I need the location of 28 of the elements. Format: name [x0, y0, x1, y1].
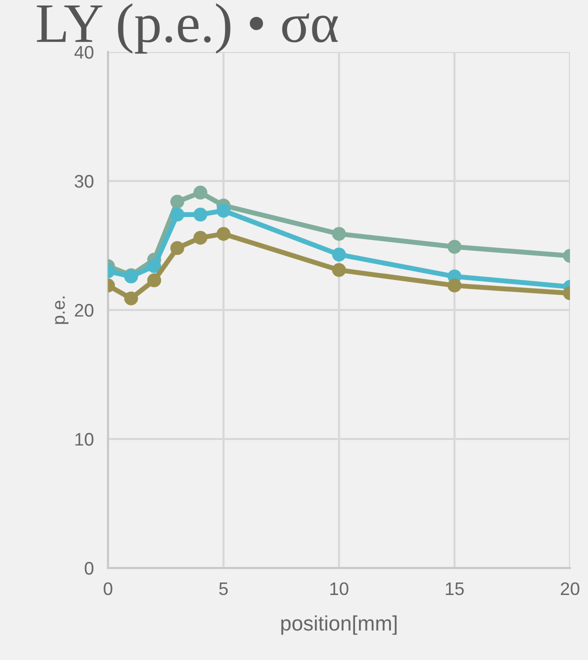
y-tick-label: 20 — [74, 304, 94, 317]
y-tick-label: 30 — [74, 174, 94, 188]
x-tick-label: 10 — [330, 582, 348, 596]
point — [216, 204, 230, 218]
x-axis-title: position[mm] — [281, 615, 397, 635]
point — [147, 273, 162, 288]
point — [147, 259, 162, 274]
point — [448, 240, 462, 254]
point — [448, 278, 462, 292]
x-tick-label: 0 — [104, 582, 112, 596]
point — [193, 230, 208, 245]
y-tick-label: 10 — [75, 432, 94, 446]
x-tick-label: 15 — [446, 582, 464, 596]
point — [124, 291, 138, 306]
y-axis-title: p.e. — [55, 296, 68, 324]
point — [216, 226, 230, 241]
point — [332, 226, 346, 241]
point — [332, 263, 346, 277]
y-tick-label: 40 — [74, 46, 94, 59]
point — [170, 241, 184, 256]
point — [170, 208, 184, 222]
point — [193, 186, 208, 200]
point — [332, 248, 346, 262]
point — [170, 194, 184, 209]
x-tick-label: 20 — [560, 582, 580, 596]
y-tick-label: 0 — [84, 562, 94, 575]
point — [193, 208, 208, 222]
x-tick-label: 5 — [219, 582, 228, 596]
